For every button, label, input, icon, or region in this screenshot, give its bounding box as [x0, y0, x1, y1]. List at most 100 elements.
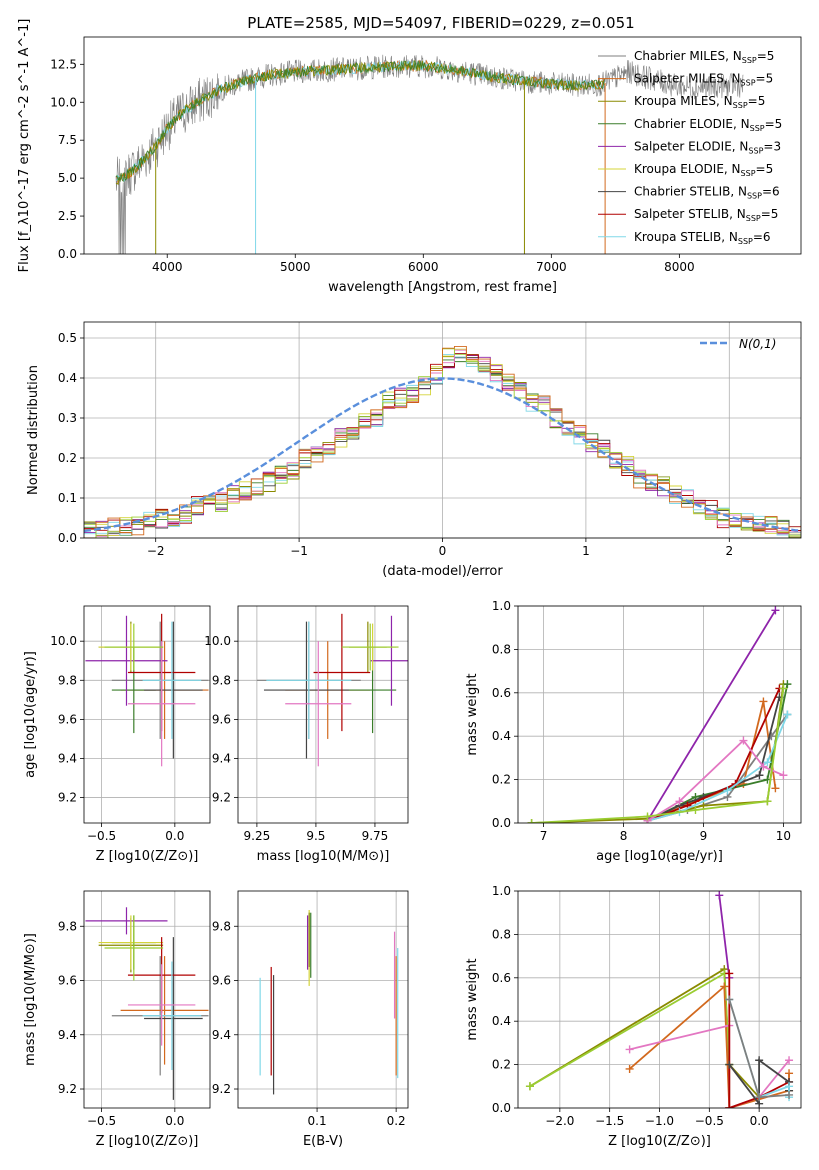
y-tick-label: 10.0 [50, 95, 77, 109]
y-tick-label: 0.8 [492, 642, 511, 656]
mass-weight-marker [771, 784, 780, 793]
y-tick-label: 9.6 [58, 712, 77, 726]
y-tick-label: 12.5 [50, 57, 77, 71]
x-tick-label: 0.0 [165, 829, 184, 843]
spectrum-plot-area [115, 54, 744, 254]
y-tick-label: 1.0 [492, 599, 511, 613]
mass-weight-line [629, 1024, 790, 1108]
mass-weight-marker [785, 1090, 794, 1099]
x-tick-label: −1 [290, 544, 308, 558]
legend-entry: Chabrier STELIB, NSSP=6 [634, 185, 780, 201]
y-axis-label: mass [log10(M/M⊙)] [23, 933, 38, 1066]
mass-weight-line [646, 609, 777, 822]
x-tick-label: 8000 [664, 260, 695, 274]
histogram-step [84, 353, 801, 531]
y-tick-label: 7.5 [58, 133, 77, 147]
mass-weight-marker [725, 995, 734, 1004]
y-tick-label: 9.8 [212, 919, 231, 933]
mass_vs_ebv-plot-area [259, 909, 399, 1095]
y-tick-label: 9.4 [58, 751, 77, 765]
y-tick-label: 9.2 [212, 791, 231, 805]
y-tick-label: 9.8 [212, 673, 231, 687]
legend-entry: N(0,1) [739, 337, 776, 351]
mass-weight-marker [779, 771, 788, 780]
y-tick-label: 0.1 [58, 491, 77, 505]
mass-weight-marker [759, 697, 768, 706]
spectrum-axes: 4000 5000 6000 7000 8000 0.0 2.5 5.0 7.5 10.0 12.5… [17, 19, 802, 295]
mass-weight-marker [771, 606, 780, 615]
y-tick-label: 0.4 [492, 729, 511, 743]
mass_vs_ebv-axes: 0.1 0.2 9.2 9.4 9.6 9.8 E(B-V) [212, 890, 409, 1149]
y-tick-label: 0.4 [492, 1014, 511, 1028]
y-tick-label: 9.6 [58, 974, 77, 988]
x-tick-label: 0.0 [750, 1114, 769, 1128]
y-axis-label: Flux [f_λ10^-17 erg cm^-2 s^-1 A^-1] [17, 19, 32, 273]
y-tick-label: 9.2 [58, 1082, 77, 1096]
axes-frame [517, 605, 802, 824]
x-tick-label: 0.2 [387, 1114, 406, 1128]
legend-entry: Salpeter STELIB, NSSP=5 [634, 207, 778, 223]
mass-weight-marker [783, 710, 792, 719]
histogram-step [84, 357, 801, 536]
axes-frame [237, 605, 409, 824]
mass_vs_Z-plot-area [85, 907, 209, 1100]
x-tick-label: −1.0 [645, 1114, 674, 1128]
mass-weight-marker [759, 762, 768, 771]
legend-entry: Kroupa ELODIE, NSSP=5 [634, 162, 773, 178]
x-tick-label: 0.1 [308, 1114, 327, 1128]
y-tick-label: 1.0 [492, 884, 511, 898]
x-tick-label: 1 [582, 544, 590, 558]
mass-weight-marker [755, 771, 764, 780]
x-axis-label: E(B-V) [303, 1134, 343, 1149]
x-axis-label: age [log10(age/yr)] [596, 849, 723, 864]
age_vs_Z-axes: −0.5 0.0 9.2 9.4 9.6 9.8 10.0 Z [log10(Z/Z⊙)] ag… [23, 605, 211, 864]
y-tick-label: 0.6 [492, 686, 511, 700]
axes-frame [83, 605, 211, 824]
mass-weight-marker [763, 797, 772, 806]
x-tick-label: −0.5 [87, 829, 116, 843]
legend-entry: Salpeter ELODIE, NSSP=3 [634, 139, 781, 155]
x-axis-label: mass [log10(M/M⊙)] [257, 849, 390, 864]
x-axis-label: (data-model)/error [382, 564, 503, 579]
mass-weight-marker [725, 969, 734, 978]
y-tick-label: 10.0 [50, 634, 77, 648]
mass-weight-marker [739, 736, 748, 745]
y-tick-label: 9.6 [212, 712, 231, 726]
x-tick-label: 6000 [408, 260, 439, 274]
x-tick-label: 7000 [536, 260, 567, 274]
legend-entry: Kroupa MILES, NSSP=5 [634, 94, 765, 110]
model-spectrum-line [115, 60, 605, 183]
residuals-plot-area [84, 346, 801, 538]
gaussian-curve [84, 377, 799, 533]
y-tick-label: 2.5 [58, 209, 77, 223]
y-axis-label: age [log10(age/yr)] [23, 651, 38, 778]
x-axis-label: Z [log10(Z/Z⊙)] [96, 849, 199, 864]
legend-entry: Chabrier MILES, NSSP=5 [634, 49, 774, 65]
legend-entry: Kroupa STELIB, NSSP=6 [634, 230, 771, 246]
y-tick-label: 0.4 [58, 371, 77, 385]
x-tick-label: 10 [776, 829, 791, 843]
x-tick-label: 4000 [152, 260, 183, 274]
mass-weight-marker [725, 1060, 734, 1069]
y-tick-label: 0.0 [492, 816, 511, 830]
y-tick-label: 9.2 [58, 791, 77, 805]
y-tick-label: 0.6 [492, 971, 511, 985]
y-tick-label: 0.0 [492, 1101, 511, 1115]
y-tick-label: 9.2 [212, 1082, 231, 1096]
x-tick-label: −0.5 [695, 1114, 724, 1128]
mass-weight-line [718, 895, 731, 978]
model-spectrum-line [115, 60, 605, 186]
mass-weight-marker [691, 805, 700, 814]
mass-weight-marker [527, 819, 536, 823]
axes-frame [83, 321, 802, 539]
x-tick-label: 2 [725, 544, 733, 558]
y-tick-label: 0.2 [492, 773, 511, 787]
histogram-step [84, 354, 801, 536]
histogram-step [84, 359, 801, 538]
mass-weight-marker [755, 1056, 764, 1065]
mass-weight-marker [715, 891, 724, 900]
x-tick-label: 0.0 [165, 1114, 184, 1128]
axes-frame [517, 890, 802, 1109]
spectrum-legend: Chabrier MILES, NSSP=5 Salpeter MILES, NS… [598, 49, 782, 246]
